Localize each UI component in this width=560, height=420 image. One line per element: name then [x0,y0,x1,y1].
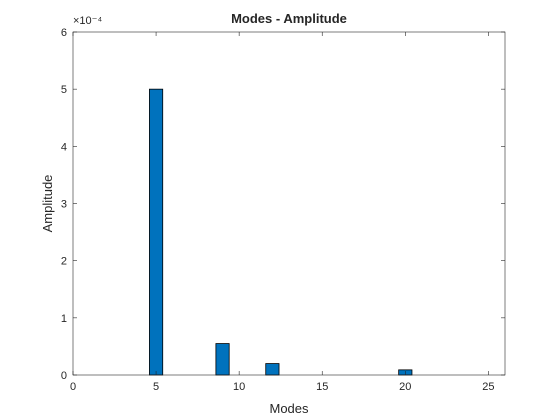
x-tick-label: 10 [233,381,245,393]
x-tick-label: 25 [482,381,494,393]
bar-mode-12 [265,363,280,376]
x-tick-label: 15 [316,381,328,393]
x-tick-label: 0 [70,381,76,393]
y-axis-ticks: 0 1 2 3 4 5 6 [61,27,505,382]
y-axis-exponent-label: ×10⁻⁴ [73,15,102,27]
x-tick-label: 5 [153,381,159,393]
x-axis-label: Modes [269,401,309,416]
y-tick-label: 5 [61,84,67,96]
x-axis-ticks: 0 5 10 15 20 25 [70,32,495,393]
x-tick-label: 20 [399,381,411,393]
y-axis-label: Amplitude [40,175,55,233]
chart-title: Modes - Amplitude [231,11,347,26]
bar-mode-9 [215,343,230,376]
y-tick-label: 1 [61,313,67,325]
y-tick-label: 2 [61,256,67,268]
y-tick-label: 0 [61,370,67,382]
bar-series [149,88,413,376]
y-tick-label: 4 [61,141,67,153]
y-tick-label: 6 [61,27,67,39]
bar-mode-5 [149,88,164,376]
plot-area [73,32,505,375]
y-tick-label: 3 [61,199,67,211]
